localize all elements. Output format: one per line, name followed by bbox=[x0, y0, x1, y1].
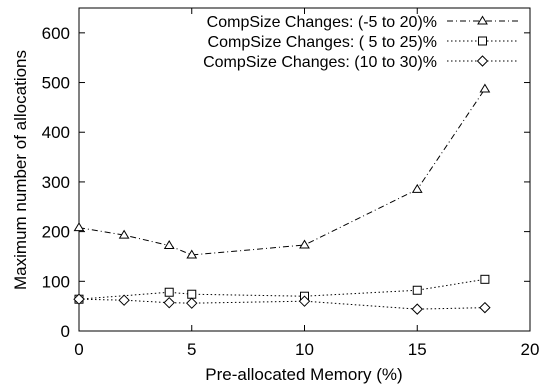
series-line bbox=[78, 88, 486, 256]
legend-label: CompSize Changes: (-5 to 20)% bbox=[207, 14, 437, 31]
data-point-square bbox=[478, 36, 487, 46]
data-point-diamond bbox=[186, 297, 198, 309]
data-point-diamond bbox=[118, 294, 130, 306]
data-point-square bbox=[164, 287, 174, 297]
y-tick-label: 600 bbox=[42, 24, 70, 43]
y-tick-label: 300 bbox=[42, 173, 70, 192]
legend-label: CompSize Changes: ( 5 to 25)% bbox=[208, 34, 437, 51]
data-point-triangle bbox=[299, 239, 310, 249]
data-point-diamond bbox=[479, 301, 491, 314]
series-layer bbox=[73, 83, 491, 315]
data-point-diamond bbox=[73, 293, 85, 305]
x-tick-label: 10 bbox=[295, 340, 314, 359]
y-tick-label: 0 bbox=[61, 322, 70, 341]
y-tick-label: 400 bbox=[42, 123, 70, 142]
series-line bbox=[78, 278, 485, 300]
legend-label: CompSize Changes: (10 to 30)% bbox=[203, 54, 437, 71]
data-point-triangle bbox=[411, 183, 423, 193]
x-tick-label: 15 bbox=[408, 340, 427, 359]
data-point-triangle bbox=[163, 240, 175, 250]
data-point-square bbox=[187, 289, 197, 299]
data-point-triangle bbox=[73, 222, 85, 232]
data-point-triangle bbox=[479, 83, 491, 93]
x-tick-label: 5 bbox=[187, 340, 196, 359]
series-2 bbox=[74, 274, 490, 304]
y-axis-label: Maximum number of allocations bbox=[11, 50, 30, 290]
data-point-diamond bbox=[163, 296, 175, 309]
data-point-diamond bbox=[298, 295, 311, 307]
y-tick-label: 200 bbox=[42, 223, 70, 242]
y-tick-label: 100 bbox=[42, 272, 70, 291]
x-tick-label: 20 bbox=[521, 340, 540, 359]
data-point-diamond bbox=[411, 303, 423, 315]
data-point-diamond bbox=[476, 55, 489, 67]
data-point-square bbox=[480, 274, 490, 284]
series-line bbox=[78, 298, 485, 310]
data-point-triangle bbox=[118, 229, 130, 239]
legend: CompSize Changes: (-5 to 20)% CompSize Ch… bbox=[203, 14, 518, 71]
data-point-square bbox=[412, 285, 422, 295]
data-point-triangle bbox=[186, 249, 198, 259]
y-tick-label: 500 bbox=[42, 74, 70, 93]
x-axis-label: Pre-allocated Memory (%) bbox=[205, 365, 402, 384]
series-1 bbox=[73, 83, 491, 259]
data-point-triangle bbox=[477, 15, 488, 25]
x-tick-label: 0 bbox=[74, 340, 83, 359]
series-3 bbox=[73, 293, 491, 315]
